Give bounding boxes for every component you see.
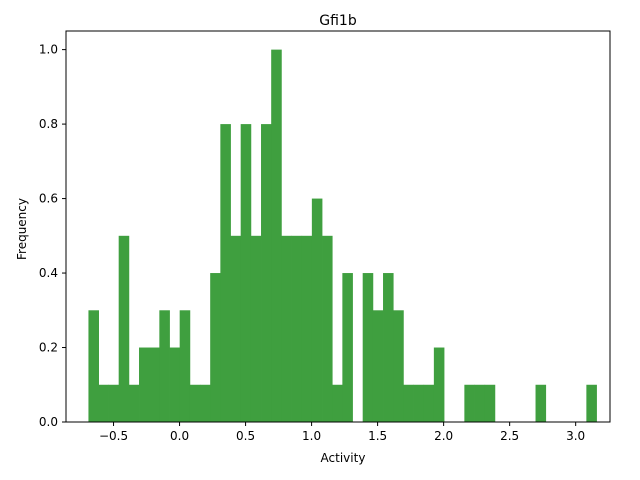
histogram-bar — [322, 235, 333, 422]
y-tick-label: 0.4 — [39, 266, 58, 280]
chart-title: Gfi1b — [319, 13, 357, 29]
histogram-bar — [383, 273, 394, 422]
histogram-bar — [332, 384, 343, 422]
histogram-bar — [250, 235, 262, 422]
histogram-bar — [169, 347, 181, 422]
y-ticks: 0.0 0.2 0.4 0.6 0.8 1.0 — [39, 43, 66, 429]
histogram-bar — [271, 49, 282, 422]
bars-group — [88, 49, 597, 422]
y-tick-label: 0.8 — [39, 117, 58, 131]
histogram-bar — [230, 235, 242, 422]
y-axis-label: Frequency — [15, 198, 29, 260]
x-tick-label: −0.5 — [99, 429, 128, 443]
histogram-bar — [464, 384, 475, 422]
histogram-bar — [586, 384, 597, 422]
histogram-bar — [433, 347, 445, 422]
axes-group — [65, 30, 611, 423]
histogram-bar — [179, 310, 191, 422]
x-tick-label: 2.0 — [434, 429, 453, 443]
histogram-bar — [342, 273, 353, 422]
y-tick-label: 0.0 — [39, 415, 58, 429]
histogram-bar — [149, 347, 160, 422]
histogram-bar — [372, 310, 384, 422]
x-tick-label: 1.5 — [368, 429, 387, 443]
histogram-bar — [291, 235, 303, 422]
histogram-bar — [423, 384, 435, 422]
histogram-bar — [301, 235, 313, 422]
y-tick-label: 0.2 — [39, 341, 58, 355]
histogram-bar — [311, 198, 323, 422]
x-tick-label: 3.0 — [566, 429, 585, 443]
histogram-bar — [128, 384, 140, 422]
histogram-bar — [88, 310, 100, 422]
histogram-bar — [535, 384, 547, 422]
histogram-bar — [413, 384, 425, 422]
x-axis-label: Activity — [321, 451, 366, 465]
histogram-bar — [474, 384, 486, 422]
histogram-bar — [139, 347, 150, 422]
histogram-bar — [393, 310, 404, 422]
histogram-bar — [281, 235, 292, 422]
histogram-bar — [220, 124, 231, 422]
histogram-bar — [189, 384, 201, 422]
y-tick-label: 1.0 — [39, 43, 58, 57]
x-tick-label: 2.5 — [500, 429, 519, 443]
x-tick-label: 0.5 — [236, 429, 255, 443]
histogram-bar — [200, 384, 211, 422]
histogram-bar — [108, 384, 120, 422]
y-tick-label: 0.6 — [39, 192, 58, 206]
histogram-bar — [210, 273, 221, 422]
x-ticks: −0.5 0.0 0.5 1.0 1.5 2.0 2.5 3.0 — [99, 422, 585, 443]
x-tick-label: 0.0 — [170, 429, 189, 443]
histogram-bar — [240, 124, 252, 422]
plot-frame — [65, 30, 611, 423]
histogram-bar — [403, 384, 414, 422]
histogram-bar — [261, 124, 272, 422]
x-tick-label: 1.0 — [302, 429, 321, 443]
histogram-bar — [362, 273, 374, 422]
histogram-bar — [98, 384, 109, 422]
histogram-bar — [118, 235, 130, 422]
histogram-bar — [484, 384, 496, 422]
histogram-bar — [159, 310, 170, 422]
